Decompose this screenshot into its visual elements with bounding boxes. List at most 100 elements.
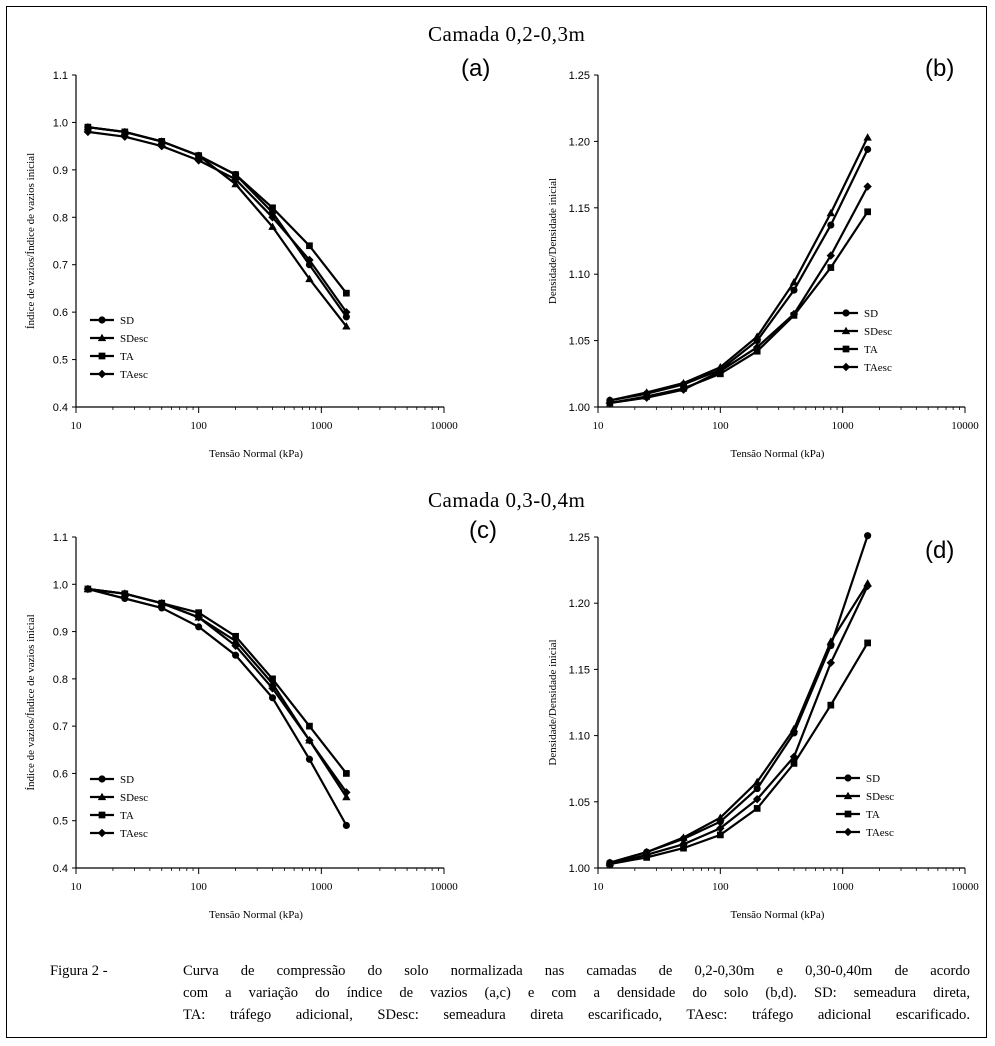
panel-a-x-tick-label: 1000 [310, 420, 333, 432]
panel-c-legend-ta-marker [98, 811, 106, 819]
panel-b-series-sdesc-point [679, 378, 688, 387]
panel-a-series-taesc-point [120, 132, 130, 141]
panel-c-series-ta-point [343, 770, 350, 777]
panel-a-x-axis-label: Tensão Normal (kPa) [209, 448, 303, 460]
panel-b-y-tick-label: 1.10 [569, 269, 590, 281]
panel-a-series-ta-point [306, 242, 313, 250]
panel-a-legend-sd-label: SD [120, 315, 134, 327]
panel-b-x-tick-label: 100 [712, 420, 729, 432]
panel-d-legend-ta-label: TA [866, 809, 880, 821]
panel-c-series-taesc-point [194, 613, 203, 622]
panel-c-series-taesc-line [87, 587, 348, 793]
panel-b-legend-taesc-marker [841, 362, 851, 372]
panel-a-y-tick-label: 1.0 [53, 117, 68, 129]
panel-b-series-sdesc-point [863, 133, 872, 141]
caption-body: Curva de compressão do solo normalizada … [183, 960, 970, 1026]
panel-d-series-ta-line [609, 642, 869, 866]
panel-b-y-tick-label: 1.25 [569, 70, 590, 82]
panel-d-legend-sdesc-marker [843, 791, 853, 800]
panel-b-x-tick-label: 10 [593, 420, 605, 432]
panel-d-x-tick-label: 10 [593, 881, 605, 893]
panel-d-series-ta [606, 639, 871, 868]
panel-d-series-taesc-point [826, 658, 836, 667]
panel-a-legend: SD SDesc TA TAesc [90, 315, 148, 381]
panel-a-legend-ta-label: TA [120, 351, 134, 363]
panel-c-series-taesc-point [120, 589, 130, 598]
panel-b-series-sdesc-point [789, 277, 799, 286]
panel-a-legend-sd-marker [98, 316, 106, 324]
panel-b-series-sd-point [790, 286, 798, 294]
panel-a-series-sd [84, 123, 350, 321]
panel-c-y-tick-label: 1.0 [53, 579, 68, 591]
panel-c-legend-sdesc-marker [97, 792, 107, 801]
panel-d-series-sdesc-point [679, 833, 688, 841]
panel-a-y-axis-label: Índice de vazios/Índice de vazios inicia… [25, 153, 37, 329]
section-title-bottom: Camada 0,3-0,4m [428, 488, 586, 512]
panel-c-x-tick-label: 1000 [310, 881, 333, 893]
panel-a-series-ta-point [269, 204, 276, 212]
panel-d-series-sd [606, 532, 872, 867]
panel-d-series-taesc-line [609, 585, 869, 866]
panel-b-series-taesc-point [826, 251, 836, 260]
panel-b-legend-ta-marker [842, 345, 850, 353]
panel-d-series-sdesc-point [752, 777, 762, 786]
panel-b-series-sdesc-point [752, 332, 762, 340]
panel-d-legend-ta-marker [844, 810, 852, 818]
panel-c-series-sd-point [268, 694, 277, 702]
panel-c-y-axis-label: Índice de vazios/Índice de vazios inicia… [25, 614, 37, 790]
panel-c-series-ta-point [195, 609, 203, 617]
panel-c-y-tick-label: 1.1 [53, 532, 68, 544]
panel-b-legend-sdesc-label: SDesc [864, 326, 892, 338]
panel-a-x-tick-label: 10 [71, 420, 83, 432]
panel-d-series-taesc-point [716, 824, 725, 833]
panel-b-series-sdesc-line [609, 136, 869, 402]
panel-a-series-taesc-point [157, 141, 166, 151]
panel-a-series-sdesc-point [342, 322, 351, 330]
panel-a-x-tick-label: 100 [190, 420, 207, 432]
panel-b-y-tick-label: 1.15 [569, 203, 590, 215]
panel-a-series-taesc-point [194, 156, 203, 165]
panel-b-series-ta-point [864, 208, 871, 216]
panel-label-c: (c) [469, 517, 497, 544]
panel-b-y-tick-label: 1.05 [569, 336, 590, 348]
section-title-top: Camada 0,2-0,3m [428, 22, 586, 46]
panel-b-legend: SD SDesc TA TAesc [834, 308, 892, 374]
panel-b-series-taesc-point [752, 343, 762, 352]
panel-a-series-sdesc-point [305, 274, 314, 283]
panel-c-chart: 0.4 0.5 0.6 0.7 0.8 0.9 1.0 1.1 10 100 1000 10000 Te… [25, 532, 458, 921]
panel-d-series-sd-point [864, 532, 872, 540]
panel-c-series-ta-line [87, 587, 348, 775]
panel-a-series-ta-point [158, 138, 166, 145]
panel-a-series-sdesc-point [268, 222, 277, 230]
panel-a-series-ta-point [232, 171, 239, 178]
panel-d-series-sdesc-point [716, 813, 725, 821]
panel-c-series-sd-point [195, 623, 203, 631]
panel-b-series-ta-point [827, 264, 835, 271]
panel-c-x-tick-label: 10000 [430, 881, 458, 893]
figure-charts: 0.4 0.5 0.6 0.7 0.8 0.9 1.0 1.1 10 100 1000 10000 Te… [25, 70, 979, 921]
panel-label-b: (b) [925, 55, 955, 82]
panel-b-series-sd-point [827, 221, 835, 229]
panel-b-series-sd-point [864, 145, 872, 153]
panel-a-series-ta-point [84, 123, 92, 131]
panel-c-series-ta-point [269, 675, 276, 683]
panel-d-x-axis-label: Tensão Normal (kPa) [731, 909, 825, 921]
panel-b-legend-ta-label: TA [864, 344, 878, 356]
panel-d-y-tick-label: 1.20 [569, 598, 590, 610]
panel-a-series-sdesc [83, 122, 351, 330]
panel-d-y-axis-label: Densidade/Densidade inicial [547, 639, 559, 765]
panel-b-series-taesc [605, 182, 872, 408]
panel-d-series-sdesc-point [789, 724, 799, 733]
panel-a-series-ta-point [121, 128, 129, 136]
panel-c-legend-sd-marker [98, 775, 106, 783]
panel-a-legend-taesc-label: TAesc [120, 369, 148, 381]
panel-d-series-taesc-point [752, 794, 762, 804]
panel-a-series-taesc-point [305, 255, 314, 265]
panel-c-series-taesc-point [268, 684, 277, 693]
panel-d-legend-sd-label: SD [866, 773, 880, 785]
panel-c-x-tick-label: 100 [190, 881, 207, 893]
panel-a-series-ta-point [343, 289, 350, 297]
panel-b-legend-sd-marker [842, 309, 850, 317]
panel-a-series-ta-line [87, 126, 348, 294]
panel-c-legend-sdesc-label: SDesc [120, 792, 148, 804]
